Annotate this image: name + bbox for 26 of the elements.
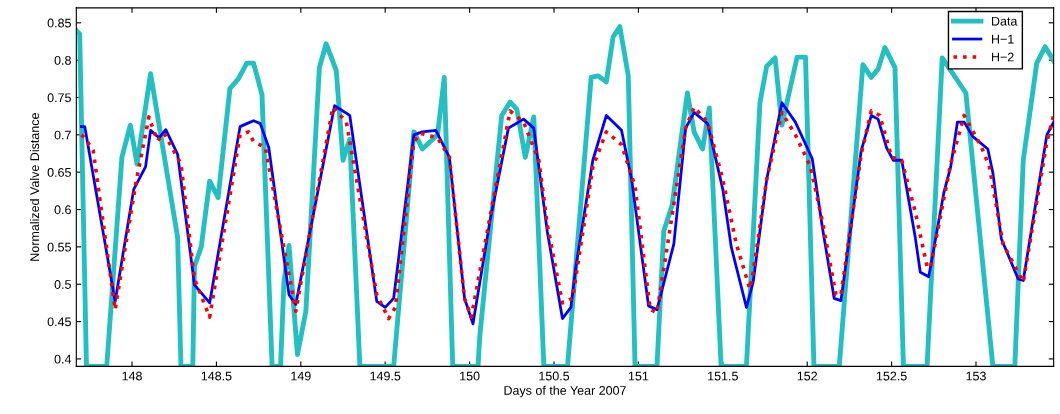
y-tick-label: 0.5 [54, 280, 71, 289]
y-tick-label: 0.45 [47, 317, 71, 327]
x-axis-title: Days of the Year 2007 [504, 385, 626, 398]
x-tick-label: 151 [628, 371, 649, 381]
x-tick-label: 152 [797, 371, 817, 381]
x-tick-label: 148.5 [201, 371, 232, 381]
y-tick-label: 0.85 [47, 18, 71, 28]
legend-label: H−2 [991, 52, 1014, 62]
x-tick-label: 153 [966, 371, 986, 381]
y-axis-title: Normalized Valve Distance [29, 113, 40, 261]
y-tick-label: 0.75 [47, 93, 71, 103]
x-tick-label: 150 [460, 371, 480, 381]
y-tick-label: 0.4 [54, 354, 72, 364]
x-tick-label: 150.5 [539, 371, 570, 381]
y-tick-label: 0.55 [47, 242, 71, 252]
x-tick-label: 149 [291, 371, 311, 381]
y-tick-label: 0.8 [54, 55, 71, 65]
y-tick-label: 0.6 [54, 205, 71, 215]
x-tick-label: 148 [122, 371, 142, 381]
x-tick-label: 149.5 [370, 371, 401, 381]
x-tick-label: 152.5 [876, 371, 907, 381]
x-tick-label: 151.5 [708, 371, 738, 381]
y-tick-label: 0.7 [54, 130, 71, 140]
legend-label: Data [991, 16, 1018, 26]
legend-label: H−1 [991, 34, 1014, 44]
y-tick-label: 0.65 [47, 167, 71, 177]
